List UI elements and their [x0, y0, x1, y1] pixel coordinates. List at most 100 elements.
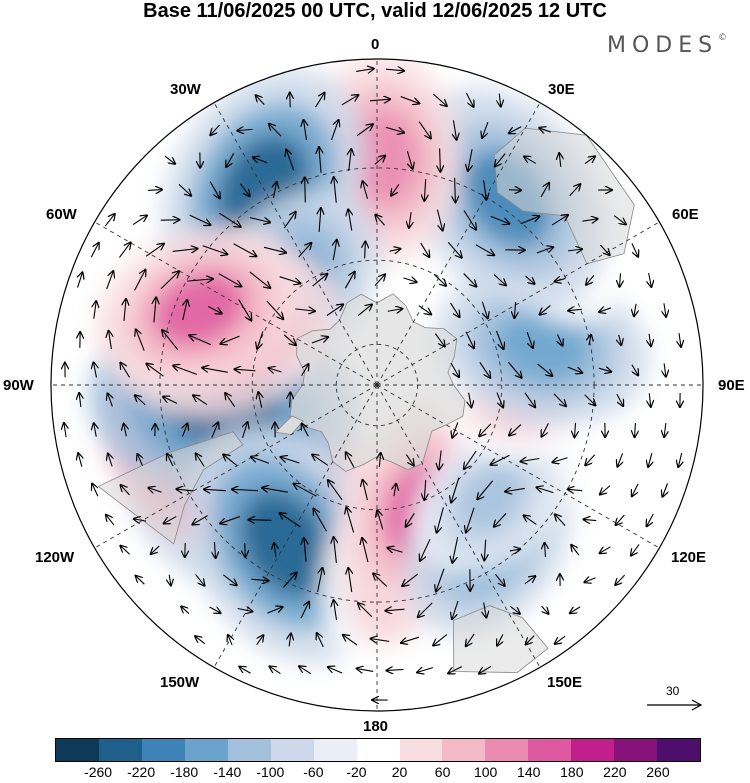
- wind-arrow: [319, 147, 321, 173]
- wind-arrow: [616, 514, 625, 525]
- wind-arrow: [263, 246, 286, 252]
- wind-arrow: [491, 454, 510, 464]
- wind-arrow: [574, 422, 575, 437]
- wind-arrow: [616, 393, 623, 406]
- anomaly-low-drake: [239, 490, 332, 598]
- wind-arrow: [386, 669, 404, 670]
- wind-arrow: [223, 455, 238, 466]
- wind-arrow: [147, 364, 164, 377]
- wind-arrow: [493, 274, 506, 286]
- wind-arrow: [269, 124, 282, 137]
- wind-arrow: [147, 190, 162, 191]
- wind-arrow: [374, 274, 385, 286]
- wind-arrow: [387, 309, 402, 312]
- wind-arrow: [497, 634, 503, 645]
- wind-arrow: [664, 303, 666, 316]
- wind-arrow: [552, 458, 568, 462]
- wind-arrow: [490, 215, 509, 223]
- reference-vector-label: 30: [666, 684, 680, 698]
- wind-arrow: [221, 335, 240, 344]
- wind-arrow: [357, 304, 372, 316]
- wind-arrow: [433, 634, 448, 646]
- reference-arrow-icon: [647, 699, 703, 711]
- meridian-line: [376, 102, 541, 386]
- wind-arrow: [136, 576, 145, 585]
- wind-arrow: [555, 514, 566, 526]
- wind-arrow: [649, 272, 652, 287]
- wind-arrow: [555, 635, 566, 644]
- lon-label-120e: 120E: [671, 549, 707, 566]
- wind-arrow: [211, 422, 218, 438]
- wind-arrow: [567, 366, 582, 373]
- colorbar-segment: [571, 739, 615, 761]
- wind-arrow: [678, 452, 681, 467]
- wind-arrow: [274, 543, 276, 557]
- lon-label-60w: 60W: [46, 206, 77, 223]
- wind-arrow: [481, 301, 487, 319]
- meridian-line: [94, 221, 378, 386]
- wind-arrow: [509, 424, 522, 436]
- wind-arrow: [586, 274, 595, 284]
- wind-arrow: [238, 299, 252, 321]
- wind-arrow: [79, 393, 81, 408]
- colorbar-segment: [313, 739, 357, 761]
- colorbar-segment: [442, 739, 486, 761]
- wind-arrow: [613, 215, 626, 225]
- colorbar-tick-labels: -260 -220 -180 -140 -100 -60 -20 20 60 100 140 180 2…: [0, 764, 750, 783]
- wind-arrow: [437, 507, 444, 532]
- wind-arrow: [599, 308, 611, 312]
- wind-arrow: [374, 156, 385, 165]
- colorbar-tick-label: -180: [170, 764, 199, 780]
- wind-arrow: [365, 242, 366, 259]
- wind-arrow: [479, 361, 490, 377]
- wind-arrow: [526, 635, 535, 645]
- colorbar-segment: [657, 739, 701, 761]
- colorbar-segment: [227, 739, 271, 761]
- wind-arrow: [389, 249, 401, 251]
- wind-arrow: [192, 515, 208, 525]
- wind-arrow: [120, 546, 130, 555]
- wind-arrow: [420, 538, 431, 561]
- wind-arrow: [439, 450, 441, 469]
- wind-arrow: [568, 489, 583, 490]
- wind-arrow: [452, 422, 459, 437]
- wind-arrow: [195, 574, 205, 585]
- lon-label-150w: 150W: [160, 674, 200, 691]
- wind-arrow: [600, 546, 611, 553]
- wind-arrow: [202, 368, 228, 373]
- wind-arrow: [525, 275, 535, 284]
- wind-arrow: [524, 392, 535, 407]
- wind-arrow: [509, 549, 520, 551]
- wind-arrow: [189, 335, 211, 346]
- wind-arrow: [262, 488, 288, 492]
- wind-arrow: [121, 485, 130, 496]
- wind-arrow: [209, 607, 221, 613]
- wind-arrow: [584, 394, 596, 406]
- anomaly-high-east-pacific: [152, 272, 247, 348]
- wind-arrow: [134, 519, 147, 521]
- wind-arrow: [649, 393, 651, 406]
- wind-arrow: [298, 243, 312, 258]
- wind-arrow: [330, 120, 338, 141]
- wind-arrow: [108, 454, 112, 467]
- colorbar-tick-label: 180: [560, 764, 584, 780]
- wind-arrow: [108, 394, 113, 407]
- wind-arrow: [420, 242, 430, 257]
- wind-arrow: [479, 665, 492, 673]
- wind-arrow: [649, 333, 651, 346]
- wind-arrow: [418, 602, 433, 617]
- wind-arrow: [258, 392, 261, 408]
- wind-arrow: [237, 609, 253, 612]
- wind-arrow: [283, 334, 296, 345]
- colorbar: [55, 738, 701, 762]
- wind-arrow: [106, 271, 114, 290]
- wind-arrow: [167, 454, 174, 467]
- wind-arrow: [571, 545, 580, 556]
- wind-arrow: [418, 121, 431, 139]
- wind-arrow: [521, 458, 540, 461]
- wind-arrow: [120, 363, 130, 378]
- wind-arrow: [145, 244, 164, 257]
- wind-arrow: [344, 272, 354, 289]
- wind-arrow: [299, 666, 312, 675]
